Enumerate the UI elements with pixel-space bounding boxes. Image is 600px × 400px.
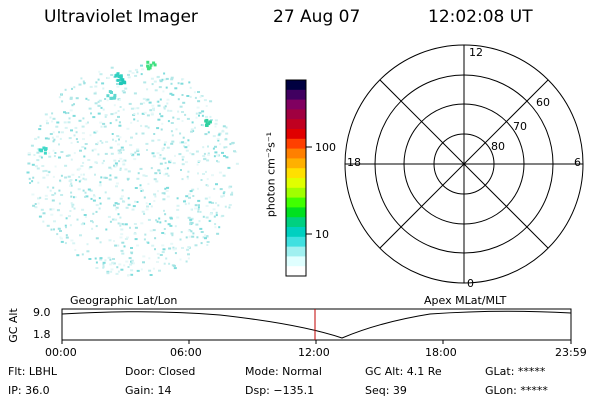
- footer-door: Door: Closed: [125, 365, 196, 378]
- timeline-xtick-2359: 23:59: [555, 346, 587, 359]
- lat-label-80: 80: [491, 140, 505, 153]
- colorbar-segment: [286, 109, 306, 120]
- colorbar-segment: [286, 119, 306, 130]
- colorbar-segment: [286, 197, 306, 208]
- colorbar-segment: [286, 246, 306, 257]
- colorbar-segment: [286, 80, 306, 91]
- timeline-xtick-0600: 06:00: [170, 346, 202, 359]
- colorbar-segment: [286, 178, 306, 189]
- color-bar: [285, 79, 307, 277]
- colorbar-segment: [286, 158, 306, 169]
- colorbar-segment: [286, 89, 306, 101]
- timeline-xtick-0000: 00:00: [45, 346, 77, 359]
- colorbar-label-100: 100: [315, 141, 336, 154]
- colorbar-segment: [286, 256, 306, 267]
- timeline-y-axis-label: GC Alt: [6, 308, 20, 343]
- footer-glat: GLat: *****: [485, 365, 546, 378]
- timeline-ytick-1.8: 1.8: [33, 328, 51, 341]
- colorbar-segment: [286, 187, 306, 199]
- colorbar-unit-label: photon cm⁻²s⁻¹: [264, 131, 278, 218]
- colorbar-segment: [286, 99, 306, 110]
- mlt-label-12: 12: [469, 46, 483, 59]
- mlt-label-18: 18: [347, 156, 361, 169]
- colorbar-segment: [286, 129, 306, 140]
- colorbar-segment: [286, 266, 306, 277]
- footer-glon: GLon: *****: [485, 384, 548, 397]
- altitude-curve: [61, 310, 572, 339]
- uv-image-disk: [24, 60, 240, 278]
- footer-dsp: Dsp: −135.1: [245, 384, 315, 397]
- colorbar-segment: [286, 168, 306, 179]
- footer-filter: Flt: LBHL: [8, 365, 57, 378]
- colorbar-segment: [286, 138, 306, 150]
- colorbar-label-10: 10: [315, 228, 329, 241]
- timeline-xtick-1200: 12:00: [298, 346, 330, 359]
- instrument-title: Ultraviolet Imager: [44, 7, 198, 27]
- mlt-label-6: 6: [574, 156, 581, 169]
- timeline-left-label: Geographic Lat/Lon: [70, 294, 178, 307]
- footer-ip: IP: 36.0: [8, 384, 50, 397]
- colorbar-segment: [286, 236, 306, 248]
- colorbar-segment: [286, 148, 306, 159]
- colorbar-segment: [286, 207, 306, 218]
- timeline-plot: [61, 308, 572, 344]
- footer-mode: Mode: Normal: [245, 365, 322, 378]
- date-label: 27 Aug 07: [273, 7, 361, 27]
- colorbar-border: [285, 79, 307, 277]
- polar-grid: [344, 44, 584, 284]
- footer-seq: Seq: 39: [365, 384, 407, 397]
- mlt-label-0: 0: [467, 277, 474, 290]
- lat-label-70: 70: [513, 120, 527, 133]
- time-label: 12:02:08 UT: [428, 7, 533, 27]
- timeline-xtick-1800: 18:00: [425, 346, 457, 359]
- lat-label-60: 60: [536, 96, 550, 109]
- footer-gain: Gain: 14: [125, 384, 172, 397]
- timeline-ytick-9: 9.0: [33, 306, 51, 319]
- footer-gc-alt: GC Alt: 4.1 Re: [365, 365, 442, 378]
- colorbar-segment: [286, 227, 306, 238]
- timeline-right-label: Apex MLat/MLT: [424, 294, 507, 307]
- colorbar-segment: [286, 217, 306, 228]
